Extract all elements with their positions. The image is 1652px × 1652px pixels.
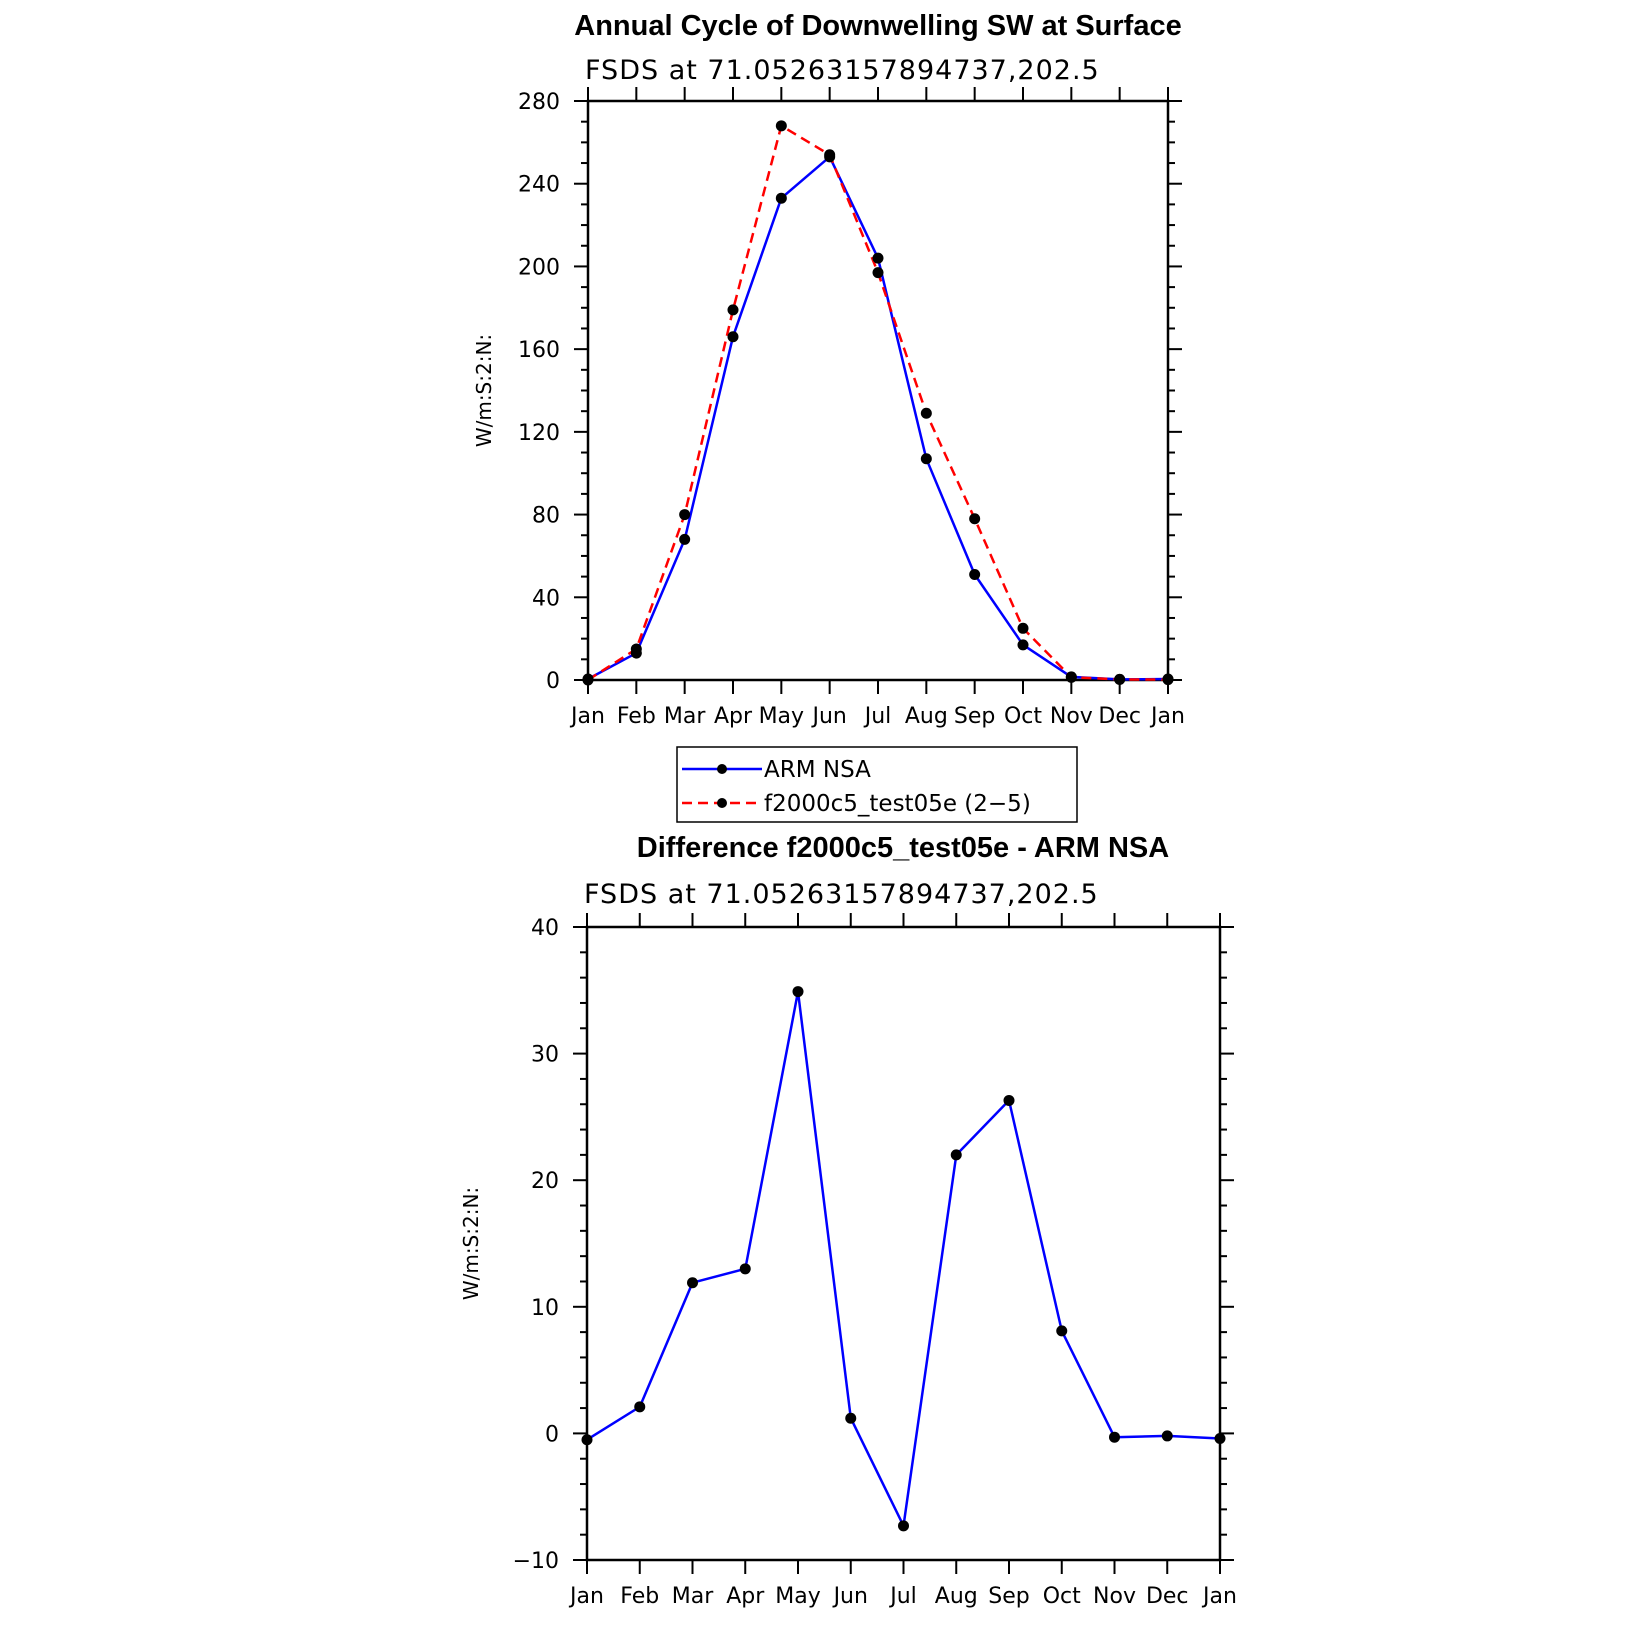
series-1-point — [792, 986, 804, 998]
series-2-point — [872, 267, 884, 279]
chart-subtitle: FSDS at 71.05263157894737,202.5 — [584, 879, 1099, 910]
x-tick-label: Nov — [1093, 1584, 1136, 1609]
x-tick-label: Jan — [569, 704, 605, 729]
series-1-point — [581, 1434, 593, 1446]
x-tick-label: Jan — [1201, 1584, 1237, 1609]
x-tick-label: Nov — [1050, 704, 1093, 729]
x-tick-label: Jul — [888, 1584, 917, 1609]
x-tick-label: Jan — [568, 1584, 604, 1609]
legend-label-2: f2000c5_test05e (2−5) — [764, 791, 1031, 817]
y-tick-label: 40 — [531, 916, 559, 941]
series-1-point — [739, 1263, 751, 1275]
series-1-point — [920, 453, 932, 465]
series-2-point — [920, 407, 932, 419]
y-tick-label: 120 — [518, 421, 560, 446]
legend-label-1: ARM NSA — [764, 757, 871, 783]
series-2-point — [679, 509, 691, 521]
series-1-point — [969, 569, 981, 581]
legend-box — [676, 746, 1078, 823]
series-1-point — [1017, 639, 1029, 651]
x-tick-label: Mar — [672, 1584, 714, 1609]
y-tick-label: 40 — [532, 586, 560, 611]
series-2-point — [727, 304, 739, 316]
legend-swatch-marker-2 — [717, 798, 727, 808]
series-2-point — [1065, 671, 1077, 683]
series-1-point — [775, 192, 787, 204]
x-tick-label: Dec — [1146, 1584, 1189, 1609]
series-1-point — [1214, 1432, 1226, 1444]
y-axis-label: W/m:S:2:N: — [472, 334, 496, 447]
x-tick-label: Sep — [954, 704, 995, 729]
y-tick-label: 160 — [518, 338, 560, 363]
y-tick-label: −10 — [513, 1549, 559, 1574]
y-tick-label: 20 — [531, 1169, 559, 1194]
series-1-point — [1056, 1325, 1068, 1337]
x-tick-label: Jun — [810, 704, 846, 729]
x-tick-label: Oct — [1043, 1584, 1081, 1609]
x-tick-label: Dec — [1098, 704, 1141, 729]
y-tick-label: 10 — [531, 1296, 559, 1321]
x-tick-label: Jun — [832, 1584, 868, 1609]
plot-frame — [585, 925, 1222, 1562]
x-tick-label: Mar — [664, 704, 706, 729]
series-1-point — [898, 1520, 909, 1532]
series-2-point — [1162, 674, 1174, 686]
series-1-point — [1109, 1431, 1120, 1443]
x-tick-label: Aug — [935, 1584, 978, 1609]
x-tick-label: Aug — [905, 704, 948, 729]
series-line-1 — [586, 990, 1221, 1528]
x-tick-label: Feb — [617, 704, 656, 729]
series-1-point — [634, 1401, 646, 1413]
chart-subtitle: FSDS at 71.05263157894737,202.5 — [585, 55, 1100, 86]
legend-swatch-marker-1 — [717, 764, 727, 774]
chart-title: Difference f2000c5_test05e - ARM NSA — [637, 832, 1169, 864]
x-tick-label: Sep — [988, 1584, 1029, 1609]
x-tick-label: Oct — [1004, 704, 1042, 729]
series-2-point — [1017, 622, 1029, 634]
chart-title: Annual Cycle of Downwelling SW at Surfac… — [574, 10, 1181, 42]
x-tick-label: Apr — [714, 704, 753, 729]
y-tick-label: 30 — [531, 1043, 559, 1068]
series-1-point — [687, 1277, 698, 1289]
y-axis-label: W/m:S:2:N: — [459, 1187, 483, 1300]
series-1-point — [950, 1149, 962, 1161]
series-2-point — [775, 120, 787, 132]
series-1-point — [845, 1412, 857, 1424]
series-2-point — [969, 513, 981, 525]
y-tick-label: 80 — [532, 504, 560, 529]
x-tick-label: Jul — [863, 704, 892, 729]
x-tick-label: Jan — [1149, 704, 1185, 729]
x-tick-label: Feb — [620, 1584, 659, 1609]
x-tick-label: May — [775, 1584, 820, 1609]
series-1-point — [679, 533, 691, 545]
series-2-point — [824, 149, 836, 161]
series-1-point — [727, 331, 739, 343]
y-tick-label: 0 — [546, 669, 560, 694]
y-tick-label: 240 — [518, 173, 560, 198]
y-tick-label: 200 — [518, 255, 560, 280]
series-2-point — [582, 674, 594, 686]
x-tick-label: May — [759, 704, 804, 729]
series-1-point — [1161, 1430, 1173, 1442]
series-1-point — [872, 252, 884, 264]
x-tick-label: Apr — [726, 1584, 765, 1609]
series-2-point — [630, 643, 642, 655]
y-tick-label: 0 — [545, 1422, 559, 1447]
y-tick-label: 280 — [518, 90, 560, 115]
series-2-point — [1114, 673, 1126, 685]
series-1-point — [1003, 1094, 1015, 1106]
